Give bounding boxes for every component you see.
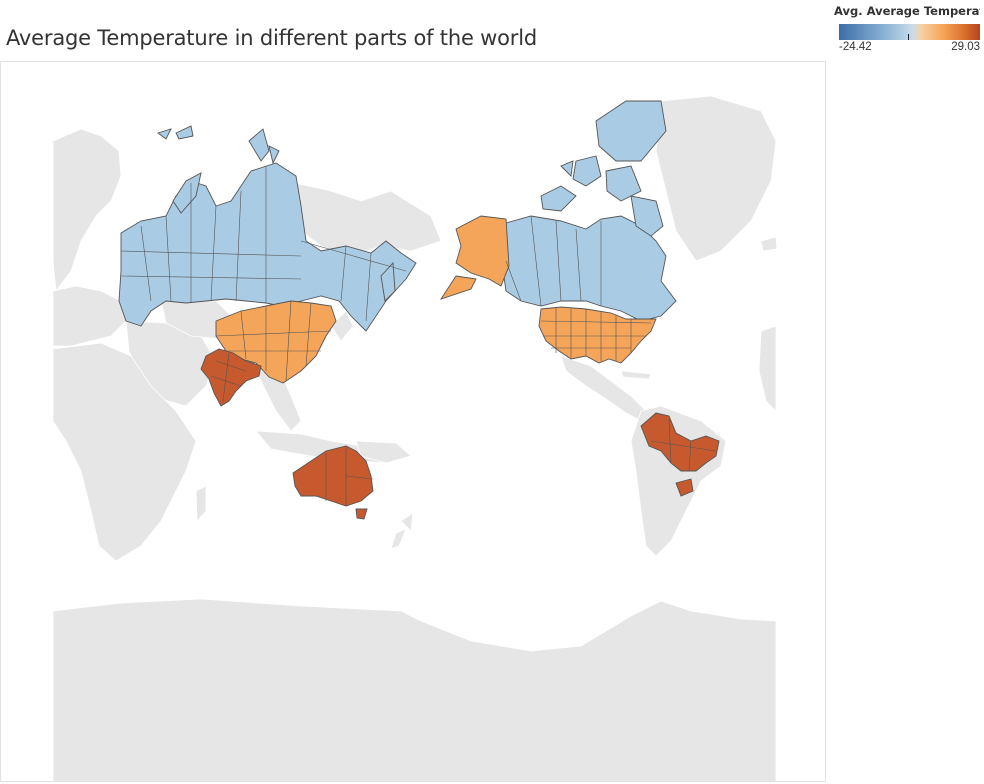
color-legend[interactable]: Avg. Average Temperatu.. -24.42 29.03: [834, 4, 980, 53]
region-alaska-peninsula[interactable]: [439, 275, 477, 300]
region-canada-arctic-1[interactable]: [595, 100, 667, 162]
world-map[interactable]: [1, 62, 826, 782]
map-view[interactable]: [0, 61, 826, 782]
region-russia-novaya-zemlya[interactable]: [172, 172, 202, 214]
region-brazil[interactable]: [640, 412, 720, 472]
region-canada-arctic-5[interactable]: [560, 160, 574, 177]
region-brazil-south[interactable]: [675, 478, 694, 497]
region-russia-islands-4[interactable]: [268, 145, 280, 165]
region-russia-sakhalin[interactable]: [380, 261, 396, 302]
page-title: Average Temperature in different parts o…: [6, 26, 537, 50]
region-russia-arctic-isles[interactable]: [248, 128, 270, 162]
legend-midpoint-tick: [908, 34, 909, 40]
region-canada[interactable]: [500, 215, 677, 322]
inner-borders: [120, 166, 717, 506]
region-canada-arctic-3[interactable]: [572, 155, 602, 187]
region-alaska[interactable]: [455, 215, 510, 287]
region-russia-islands-3[interactable]: [175, 125, 194, 140]
legend-max-label: 29.03: [951, 41, 980, 53]
region-canada-arctic-2[interactable]: [540, 185, 577, 212]
region-australia[interactable]: [292, 445, 374, 507]
legend-gradient-bar: [839, 24, 980, 40]
region-russia-islands-2[interactable]: [157, 128, 172, 140]
region-canada-arctic-4[interactable]: [605, 165, 642, 202]
region-canada-baffin[interactable]: [630, 195, 664, 237]
region-russia[interactable]: [118, 162, 417, 332]
legend-min-label: -24.42: [839, 41, 872, 53]
region-tasmania[interactable]: [355, 508, 368, 520]
data-regions[interactable]: [118, 100, 720, 520]
legend-title: Avg. Average Temperatu..: [834, 4, 980, 18]
